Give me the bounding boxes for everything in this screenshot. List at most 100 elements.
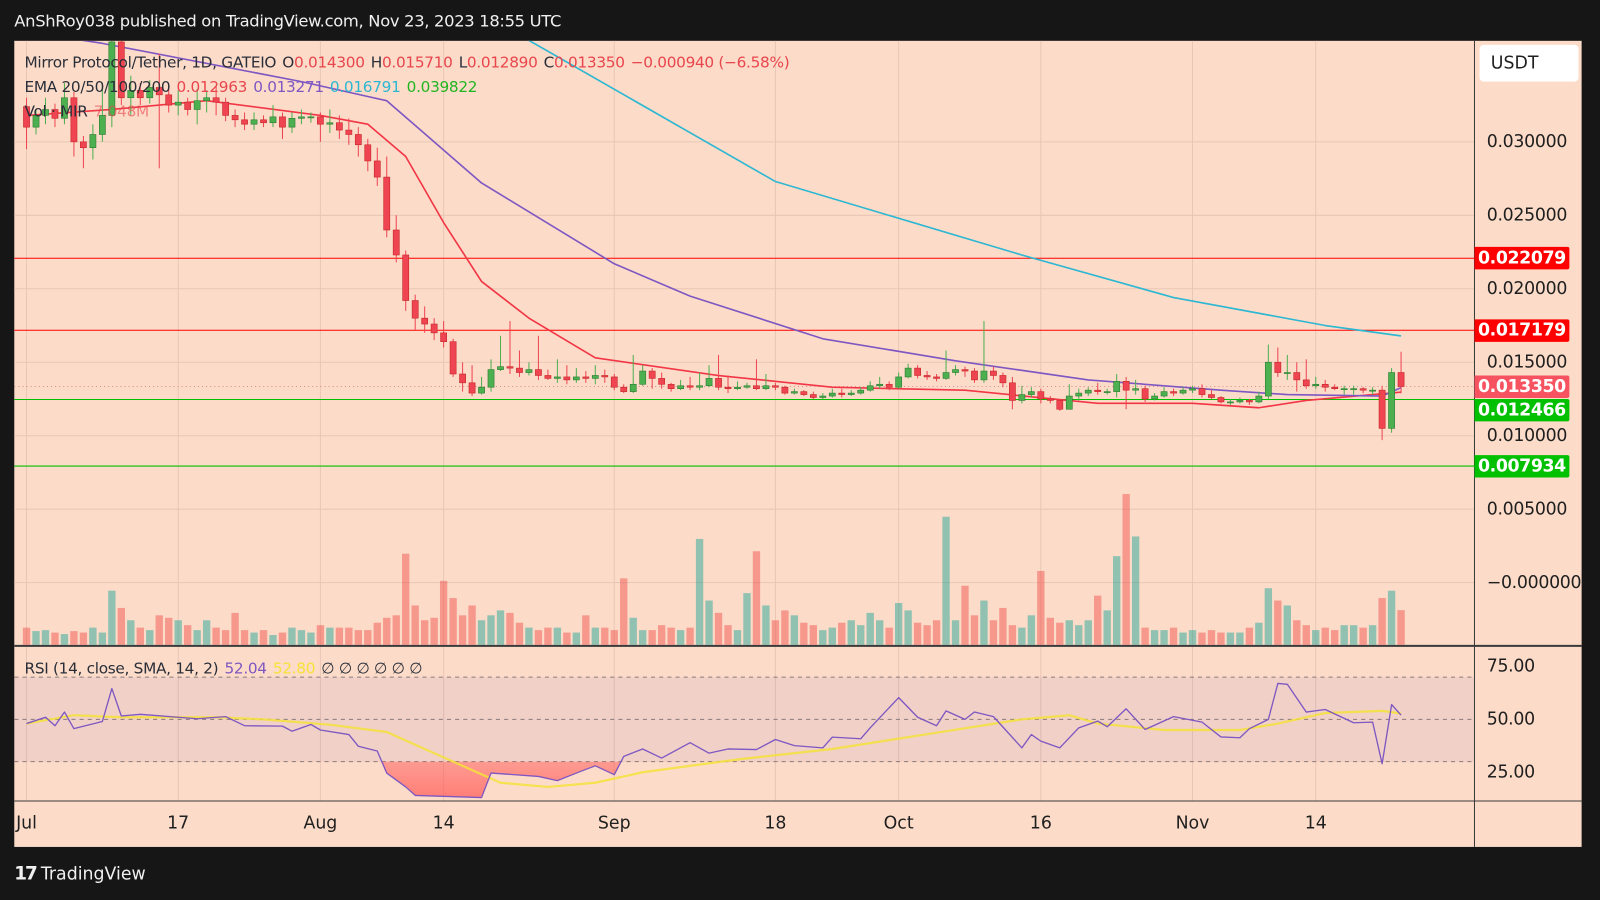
candle-up	[307, 112, 315, 123]
candle-body	[468, 382, 476, 394]
volume-bar	[127, 620, 135, 645]
candle-up	[61, 83, 68, 125]
open-label: O	[282, 53, 295, 72]
candle-down	[648, 368, 656, 389]
symbol-legend: Mirror Protocol/Tether, 1D, GATEIO O0.014…	[24, 53, 795, 71]
candle-body	[961, 369, 969, 372]
volume-bar	[1236, 632, 1244, 645]
time-axis-label: 16	[1029, 813, 1052, 834]
tradingview-logo-icon: 17	[14, 863, 38, 885]
price-levels	[14, 257, 1475, 467]
volume-bar	[1283, 605, 1291, 645]
candle-body	[250, 119, 258, 125]
candle-down	[724, 375, 732, 394]
candle-down	[364, 138, 372, 172]
candle-body	[686, 385, 694, 388]
ema100-line	[527, 40, 1402, 337]
volume-bar	[335, 627, 344, 645]
close-value: 0.013350	[554, 53, 625, 72]
volume-bar	[174, 620, 182, 645]
volume-legend: Vol · MIR 7.048M	[24, 102, 155, 120]
candle-up	[876, 376, 884, 389]
tradingview-logo[interactable]: 17 TradingView	[14, 863, 145, 885]
candle-down	[1122, 376, 1130, 410]
candle-down	[117, 40, 125, 106]
candle-body	[1046, 398, 1054, 401]
volume-bar	[904, 610, 912, 645]
candle-body	[108, 41, 116, 116]
candle-down	[468, 365, 476, 397]
volume-bar	[1008, 625, 1017, 645]
volume-bar	[601, 627, 609, 645]
candle-down	[449, 338, 457, 377]
candle-body	[1293, 372, 1301, 381]
candle-down	[999, 372, 1007, 388]
candle-up	[1388, 368, 1395, 433]
candle-body	[354, 134, 362, 146]
volume-bar	[1037, 570, 1045, 645]
candle-up	[791, 388, 798, 395]
candle-body	[127, 90, 135, 99]
volume-bar	[420, 620, 429, 645]
candle-up	[980, 321, 988, 383]
volume-bar	[828, 627, 836, 645]
candle-up	[1227, 398, 1234, 405]
candle-body	[1340, 388, 1348, 391]
candle-body	[1103, 391, 1111, 393]
volume-bar	[724, 625, 732, 645]
candle-up	[525, 362, 533, 376]
candle-body	[734, 386, 741, 389]
volume-label[interactable]: Vol · MIR	[24, 102, 88, 121]
volume-bar	[1056, 622, 1064, 645]
candle-down	[411, 294, 419, 330]
candle-body	[117, 41, 125, 99]
candle-up	[554, 359, 561, 383]
candle-body	[591, 375, 599, 379]
candle-up	[1151, 393, 1158, 401]
candle-body	[582, 376, 590, 379]
candle-body	[743, 385, 751, 388]
volume-bar	[1179, 632, 1187, 645]
chart-background	[14, 40, 1582, 847]
volume-bar	[970, 615, 979, 645]
candle-body	[544, 375, 552, 379]
volume-bar	[458, 615, 467, 645]
candle-up	[1103, 388, 1111, 395]
candle-body	[1122, 381, 1130, 391]
candle-down	[392, 215, 400, 263]
candle-body	[1378, 389, 1386, 429]
candle-up	[1350, 385, 1358, 395]
volume-bar	[1217, 632, 1225, 645]
candle-body	[753, 385, 760, 389]
volume-bar	[657, 625, 666, 645]
volume-bar	[32, 631, 40, 645]
candle-down	[990, 366, 997, 380]
candle-down	[1094, 382, 1102, 395]
high-label: H	[370, 53, 383, 72]
time-axis-label: Jul	[16, 813, 37, 834]
symbol-name[interactable]: Mirror Protocol/Tether, 1D, GATEIO	[24, 53, 277, 72]
rsi-label[interactable]: RSI (14, close, SMA, 14, 2)	[24, 659, 219, 678]
candle-up	[734, 381, 741, 391]
volume-bar	[221, 630, 230, 645]
candle-up	[497, 335, 504, 372]
volume-bar	[1131, 536, 1140, 645]
candle-up	[32, 109, 40, 135]
candle-down	[1378, 385, 1386, 441]
candle-down	[70, 91, 78, 157]
candle-down	[279, 112, 286, 139]
ema-label[interactable]: EMA 20/50/100/200	[24, 77, 171, 96]
publish-header: AnShRoy038 published on TradingView.com,…	[0, 0, 1600, 41]
candle-up	[1255, 391, 1263, 404]
candle-down	[753, 359, 760, 391]
volume-bar	[1312, 630, 1320, 645]
candle-down	[563, 365, 571, 385]
candle-down	[1359, 387, 1367, 394]
candle-body	[89, 134, 97, 149]
currency-button[interactable]: USDT	[1479, 44, 1579, 82]
volume-bar	[202, 620, 211, 645]
candle-up	[326, 109, 334, 134]
volume-bar	[70, 631, 78, 645]
